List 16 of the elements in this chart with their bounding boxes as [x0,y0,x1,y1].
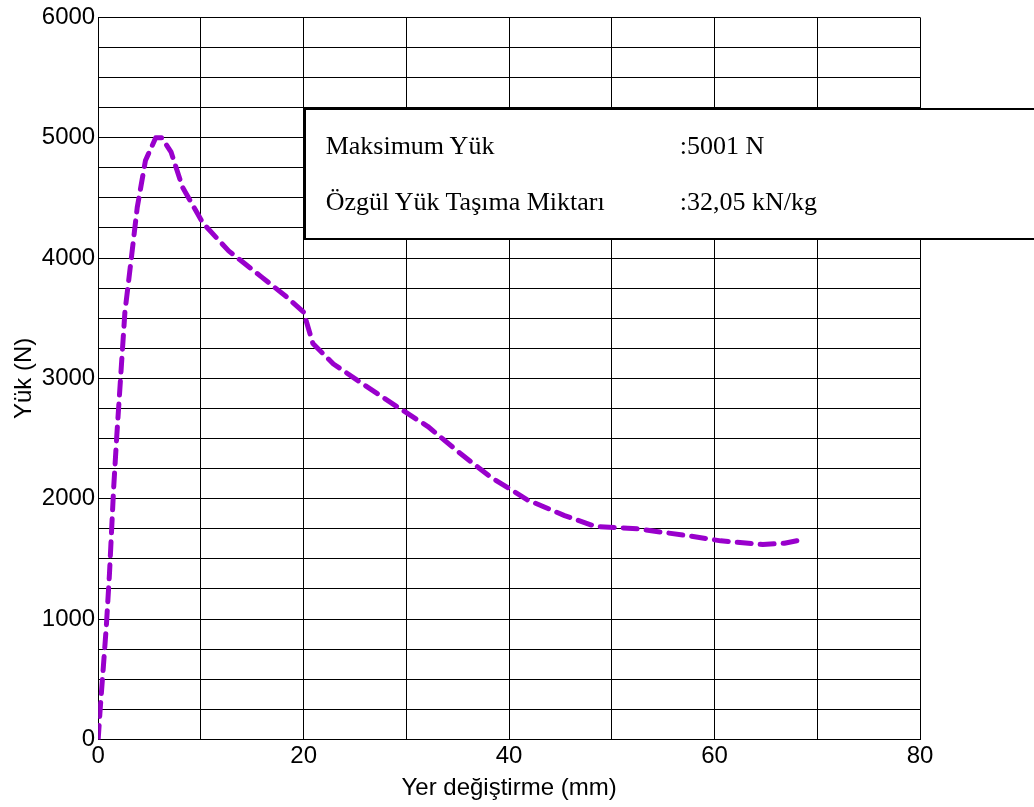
x-tick-label: 80 [906,741,934,769]
y-tick-label: 3000 [41,363,96,391]
y-tick-label: 5000 [41,122,96,150]
annotation: Özgül Yük Taşıma Miktarı [325,186,606,217]
y-tick-label: 2000 [41,483,96,511]
annotation: Maksimum Yük [325,130,496,161]
y-tick-label: 4000 [41,242,96,270]
annotation: :32,05 kN/kg [679,186,819,217]
x-tick-label: 60 [701,741,728,769]
x-tick-label: 40 [495,741,523,769]
x-tick-label: 20 [290,741,317,769]
y-tick-label: 1000 [41,603,96,631]
y-axis-title: Yük (N) [9,337,37,420]
annotation: :5001 N [679,130,766,161]
y-tick-label: 6000 [41,2,96,30]
x-axis-title: Yer değiştirme (mm) [401,773,617,801]
